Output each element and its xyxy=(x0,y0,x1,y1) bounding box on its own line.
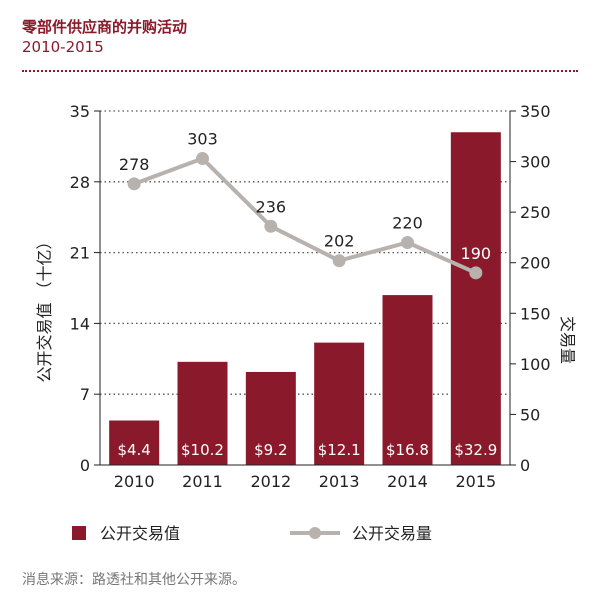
bar xyxy=(177,361,228,465)
header-divider xyxy=(22,70,578,72)
line-point xyxy=(196,152,209,166)
line-point xyxy=(401,235,414,249)
left-axis-tick-label: 7 xyxy=(80,385,90,404)
legend-line-marker xyxy=(309,527,321,539)
bar xyxy=(382,295,433,465)
legend: 公开交易值 公开交易量 xyxy=(72,524,432,543)
x-axis-tick-label: 2012 xyxy=(250,472,291,491)
right-axis-tick-label: 350 xyxy=(520,102,551,121)
x-axis-tick-label: 2011 xyxy=(182,472,223,491)
bar xyxy=(109,420,160,465)
x-axis-tick-label: 2010 xyxy=(114,472,155,491)
bar-value-label: $4.4 xyxy=(117,441,150,459)
left-axis-tick-label: 14 xyxy=(70,314,90,333)
bar xyxy=(450,132,501,466)
bar-value-label: $32.9 xyxy=(454,441,497,459)
series-line xyxy=(133,156,477,275)
bar-value-label: $12.1 xyxy=(318,441,361,459)
line-point xyxy=(127,177,141,191)
line-point xyxy=(332,254,346,268)
bar-value-label: $9.2 xyxy=(254,441,287,459)
bar xyxy=(314,342,365,465)
left-axis-title: 公开交易值 （十亿） xyxy=(35,233,54,382)
right-axis-tick-label: 100 xyxy=(520,355,551,374)
line-value-label: 220 xyxy=(392,213,423,232)
bar-value-label: $16.8 xyxy=(386,441,429,459)
right-axis-tick-label: 250 xyxy=(520,203,551,222)
left-axis-tick-label: 35 xyxy=(70,102,90,121)
right-axis-title: 交易量 xyxy=(558,316,577,364)
legend-bar-swatch xyxy=(72,526,86,540)
line-value-label: 202 xyxy=(324,232,355,251)
legend-line-label: 公开交易量 xyxy=(352,524,432,543)
right-axis-tick-label: 50 xyxy=(520,405,540,424)
source-note: 消息来源：路透社和其他公开来源。 xyxy=(22,572,246,588)
bar xyxy=(245,371,296,465)
x-axis-tick-label: 2015 xyxy=(455,472,496,491)
chart-subtitle: 2010-2015 xyxy=(22,38,104,56)
line-point xyxy=(469,266,483,280)
right-axis-tick-label: 200 xyxy=(520,254,551,273)
bar-labels: $4.4 $10.2 $9.2 $12.1 $16.8 $32.9 xyxy=(117,441,497,459)
line-value-label: 190 xyxy=(461,244,492,263)
line-value-label: 236 xyxy=(256,197,287,216)
right-axis-tick-label: 0 xyxy=(520,456,530,475)
line-value-label: 303 xyxy=(187,130,218,149)
line-value-label: 278 xyxy=(119,155,150,174)
chart-title: 零部件供应商的并购活动 xyxy=(22,18,188,36)
left-axis-tick-label: 0 xyxy=(80,456,90,475)
line-point xyxy=(264,219,278,233)
line-series: 278 303 236 202 220 190 xyxy=(119,130,491,280)
bar-value-label: $10.2 xyxy=(181,441,224,459)
left-axis-tick-label: 28 xyxy=(70,173,90,192)
legend-bar-label: 公开交易值 xyxy=(100,524,180,543)
left-axis-tick-label: 21 xyxy=(70,244,90,263)
right-axis-tick-label: 150 xyxy=(520,304,551,323)
x-axis-tick-label: 2013 xyxy=(319,472,360,491)
right-axis-tick-label: 300 xyxy=(520,153,551,172)
x-axis-tick-label: 2014 xyxy=(387,472,428,491)
gridlines xyxy=(100,110,510,395)
bar-series xyxy=(109,132,501,466)
